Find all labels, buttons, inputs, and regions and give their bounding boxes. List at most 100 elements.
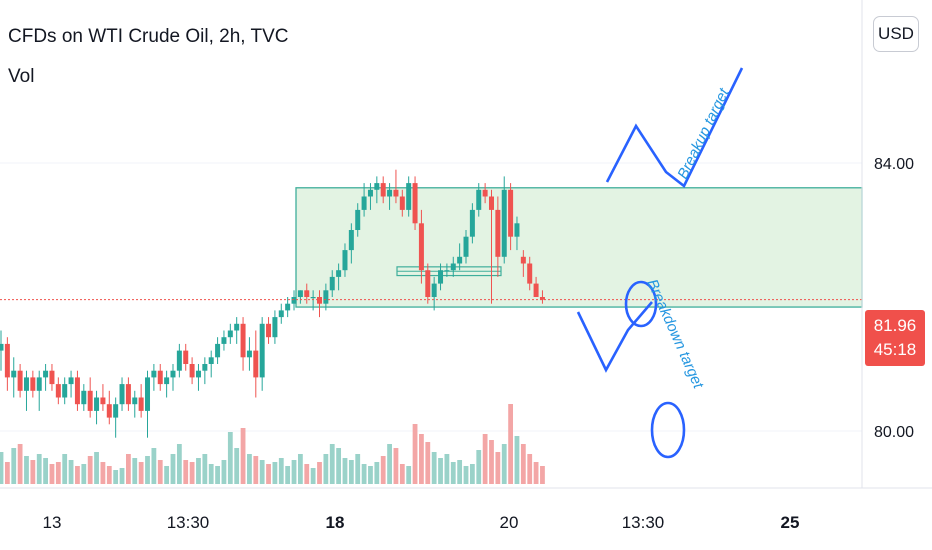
candle-body: [183, 350, 189, 364]
candle-body: [266, 323, 272, 338]
candle-body: [202, 364, 208, 371]
candle-body: [412, 183, 418, 224]
range-rectangle[interactable]: [295, 187, 863, 308]
breakdown-path[interactable]: [576, 301, 653, 373]
candle-body: [520, 256, 526, 264]
volume-bar: [514, 436, 520, 484]
candle-body: [297, 290, 303, 297]
breakup-label: Breakup target: [674, 85, 733, 182]
candle-body: [253, 350, 259, 378]
candle-body: [501, 189, 507, 257]
volume-bar: [113, 470, 119, 484]
candle-body: [387, 189, 393, 197]
currency-button[interactable]: USD: [873, 16, 919, 52]
volume-bar: [132, 458, 138, 484]
volume-bar: [419, 434, 424, 484]
volume-bar: [348, 460, 354, 484]
candle-body: [164, 377, 170, 385]
volume-bar: [291, 460, 297, 484]
candle-body: [380, 183, 386, 197]
volume-bar: [119, 468, 125, 484]
volume-bar: [355, 454, 361, 484]
volume-bar: [157, 460, 163, 484]
candle-body: [176, 350, 182, 371]
volume-bar: [399, 464, 405, 484]
volume-bar: [501, 444, 507, 484]
candle-body: [145, 377, 151, 411]
volume-bar: [304, 464, 310, 484]
volume-bar: [30, 460, 36, 484]
volume-indicator-label[interactable]: Vol: [8, 66, 35, 87]
candle-body: [81, 390, 87, 405]
volume-bar: [374, 462, 380, 484]
candle-body: [138, 397, 144, 411]
breakup-path[interactable]: [605, 67, 744, 189]
candle-body: [240, 323, 246, 358]
volume-bar: [444, 454, 450, 484]
breakdown-start-circle[interactable]: [624, 280, 658, 328]
candle-body: [23, 377, 29, 391]
volume-bar: [183, 460, 189, 484]
candle-body: [11, 370, 17, 378]
candle-body: [539, 297, 545, 300]
candle-body: [310, 297, 316, 299]
candle-body: [488, 196, 494, 210]
x-tick-label: 20: [500, 513, 519, 532]
bar-countdown: 45:18: [873, 340, 917, 359]
volume-bar: [527, 454, 533, 484]
volume-bar: [393, 448, 399, 484]
volume-bar: [75, 466, 80, 484]
candle-body: [227, 330, 233, 338]
candle-body: [444, 270, 450, 272]
volume-bar: [36, 454, 42, 484]
candle-body: [329, 276, 335, 291]
volume-bar: [227, 432, 233, 484]
volume-bar: [482, 434, 488, 484]
candle-body: [68, 377, 74, 385]
volume-bars: [0, 404, 545, 484]
candle-body: [208, 357, 214, 364]
candle-body: [291, 297, 297, 304]
candle-body: [482, 189, 488, 197]
axes: 84.00 80.00 13 13:30 18 20 13:30 25: [0, 0, 932, 532]
candle-body: [463, 236, 469, 257]
candle-body: [278, 310, 284, 318]
volume-bar: [336, 448, 342, 484]
candle-body: [94, 397, 100, 411]
candle-body: [399, 196, 405, 210]
range-box[interactable]: [295, 187, 863, 308]
candle-body: [234, 323, 240, 331]
volume-bar: [176, 444, 182, 484]
volume-bar: [323, 454, 329, 484]
breakdown-target-circle[interactable]: [650, 401, 686, 459]
volume-bar: [100, 462, 106, 484]
candle-body: [367, 189, 373, 197]
volume-bar: [368, 466, 373, 484]
candle-body: [285, 303, 291, 311]
volume-bar: [55, 462, 61, 484]
volume-bar: [247, 454, 252, 484]
volume-bar: [196, 458, 201, 484]
volume-bar: [259, 460, 265, 484]
candle-body: [418, 223, 424, 271]
candles: [0, 169, 545, 438]
candle-body: [469, 209, 475, 237]
volume-bar: [126, 454, 131, 484]
volume-bar: [164, 466, 170, 484]
candle-body: [30, 377, 36, 391]
candle-body: [355, 209, 361, 230]
candle-body: [43, 370, 49, 378]
volume-bar: [278, 458, 284, 484]
volume-bar: [17, 444, 23, 484]
chart-title: CFDs on WTI Crude Oil, 2h, TVC: [8, 26, 289, 47]
candle-body: [450, 263, 456, 271]
volume-bar: [106, 466, 112, 484]
candle-body: [514, 223, 520, 237]
x-tick-label: 13:30: [622, 513, 665, 532]
volume-bar: [81, 464, 87, 484]
candle-body: [74, 377, 80, 405]
volume-bar: [11, 448, 17, 484]
volume-bar: [215, 466, 220, 484]
last-price: 81.96: [873, 316, 917, 335]
